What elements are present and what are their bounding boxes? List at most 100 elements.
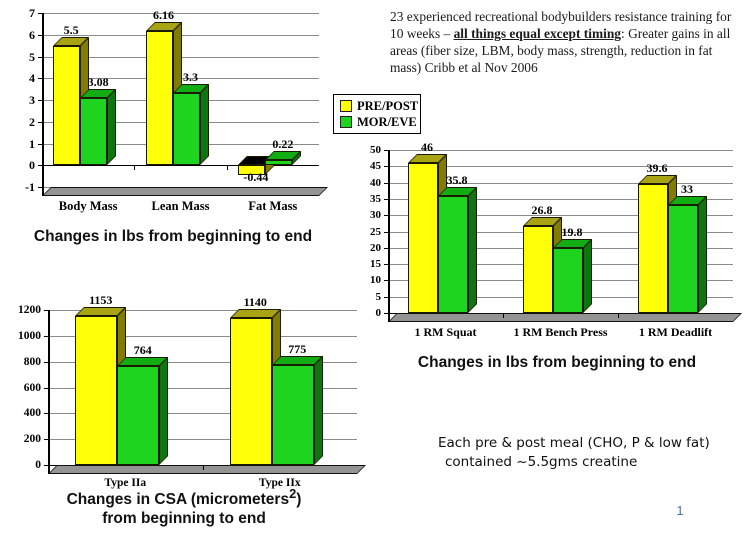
bar-mor-eve	[172, 93, 200, 166]
y-axis-tick	[38, 56, 42, 58]
gridline	[48, 335, 357, 337]
bar-value-label: 775	[288, 341, 307, 356]
chart-fiber-csa: 0 200 400 600 800 1000 1200 Type IIa Type IIx 115…	[8, 293, 366, 489]
bar-value-label: 35.8	[446, 173, 468, 188]
y-axis-label: 1	[29, 136, 35, 151]
category-label: Type IIx	[258, 477, 301, 489]
y-axis-label: 50	[370, 144, 381, 156]
y-axis-tick	[38, 165, 42, 167]
gridline	[48, 387, 357, 389]
y-axis-line	[388, 150, 390, 322]
x-axis-tick	[226, 165, 228, 171]
bar-pre-post	[53, 45, 81, 166]
bar-value-label: 5.5	[63, 22, 79, 37]
y-axis-label: 600	[23, 381, 41, 394]
y-axis-tick	[38, 78, 42, 80]
gridline	[48, 361, 357, 363]
y-axis-label: 6	[29, 27, 35, 42]
y-axis-label: 15	[370, 258, 381, 271]
chart-floor	[388, 313, 742, 322]
bar-mor-eve	[667, 205, 698, 313]
gridline	[388, 150, 733, 151]
study-summary-rest: Greater gains in all areas (fiber size, …	[390, 26, 731, 75]
bar-mor-eve	[271, 364, 314, 465]
bar-value-label: 26.8	[531, 202, 553, 217]
study-summary-text: 23 experienced recreational bodybuilders…	[390, 8, 738, 76]
y-axis-label: 10	[370, 274, 381, 287]
category-label: Body Mass	[58, 199, 118, 213]
y-axis-tick	[38, 121, 42, 123]
bar-value-label: 6.16	[153, 8, 174, 23]
bar-value-label: 3.3	[183, 70, 198, 85]
bar-side-face	[159, 357, 169, 465]
y-axis-tick	[44, 335, 48, 337]
y-axis-label: 0	[375, 307, 382, 319]
y-axis-tick	[384, 231, 388, 233]
y-axis-tick	[38, 34, 42, 36]
caption-body-composition: Changes in lbs from beginning to end	[33, 228, 313, 245]
gridline	[388, 198, 733, 200]
gridline	[42, 165, 319, 167]
y-axis-tick	[384, 166, 388, 168]
creatine-note: Each pre & post meal (CHO, P & low fat) …	[438, 434, 738, 472]
caption-fiber-csa-line1: Changes in CSA (micrometers2)	[66, 486, 302, 509]
y-axis-label: 5	[375, 290, 382, 303]
bar-value-label: 46	[421, 140, 433, 155]
y-axis-label: 45	[370, 160, 381, 173]
bar-mor-eve	[437, 196, 468, 313]
bar-value-label: 1140	[243, 294, 267, 309]
y-axis-line	[48, 310, 50, 474]
category-label: Fat Mass	[248, 199, 298, 213]
bar-mor-eve	[264, 160, 292, 166]
x-axis-tick	[134, 165, 136, 171]
y-axis-tick	[44, 387, 48, 389]
bar-pre-post	[145, 31, 173, 166]
category-label: 1 RM Squat	[414, 325, 477, 339]
bar-mor-eve	[80, 98, 108, 166]
y-axis-label: 400	[23, 407, 41, 420]
study-summary-pre: 23 experienced recreational bodybuilders…	[390, 9, 732, 41]
bar-side-face	[107, 89, 117, 166]
bar-value-label: 39.6	[646, 160, 668, 175]
y-axis-tick	[38, 13, 42, 14]
caption-fiber-csa: Changes in CSA (micrometers2) from begin…	[8, 484, 360, 528]
y-axis-tick	[44, 310, 48, 311]
y-axis-tick	[44, 361, 48, 363]
page-number: 1	[676, 503, 684, 518]
y-axis-label: 35	[370, 192, 381, 205]
y-axis-label: 3	[29, 93, 35, 107]
category-label: Type IIa	[104, 477, 147, 489]
y-axis-label: 30	[370, 209, 381, 222]
y-axis-tick	[384, 198, 388, 200]
bar-pre-post	[407, 163, 438, 313]
category-label: 1 RM Deadlift	[638, 325, 713, 339]
y-axis-label: 25	[370, 225, 381, 238]
study-summary-colon: :	[620, 26, 629, 41]
y-axis-label: 800	[23, 355, 41, 368]
y-axis-tick	[384, 280, 388, 282]
chart-floor	[42, 187, 328, 196]
y-axis-tick	[44, 465, 48, 466]
y-axis-label: 200	[23, 433, 41, 446]
category-label: Lean Mass	[151, 199, 210, 213]
bar-value-label: -0.44	[243, 169, 269, 184]
bar-pre-post	[637, 183, 668, 313]
y-axis-tick	[384, 313, 388, 314]
bar-pre-post	[229, 317, 272, 465]
bar-top-face	[271, 355, 323, 365]
gridline	[48, 310, 357, 311]
x-axis-tick	[202, 465, 204, 470]
study-summary-emphasis: all things equal except timing	[453, 26, 621, 41]
bar-side-face	[697, 196, 707, 313]
creatine-note-line1: Each pre & post meal (CHO, P & low fat)	[438, 435, 710, 451]
y-axis-line	[42, 13, 44, 196]
bar-top-face	[229, 308, 281, 318]
y-axis-tick	[384, 215, 388, 217]
y-axis-tick	[44, 413, 48, 415]
caption-fiber-csa-line2: from beginning to end	[102, 510, 266, 528]
y-axis-tick	[44, 439, 48, 441]
y-axis-tick	[384, 182, 388, 184]
bar-side-face	[313, 355, 323, 465]
bar-value-label: 3.08	[87, 75, 109, 90]
